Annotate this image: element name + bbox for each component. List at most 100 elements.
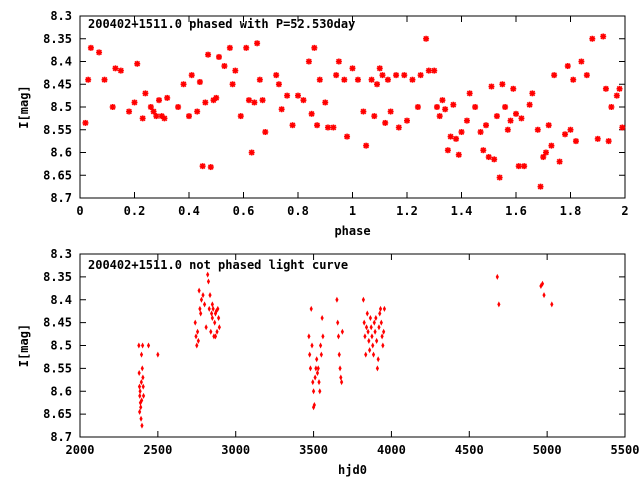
- data-point: [495, 273, 499, 280]
- data-point: [361, 296, 365, 303]
- data-point: [367, 337, 371, 344]
- data-point: [273, 72, 280, 79]
- y-tick-label: 8.4: [50, 293, 72, 307]
- data-point: [372, 319, 376, 326]
- data-point: [375, 337, 379, 344]
- data-point: [360, 108, 367, 115]
- data-point: [213, 319, 217, 326]
- data-point: [284, 92, 291, 99]
- data-point: [439, 97, 446, 104]
- data-point: [365, 310, 369, 317]
- data-point: [204, 324, 208, 331]
- data-point: [309, 305, 313, 312]
- data-point: [138, 392, 142, 399]
- data-point: [314, 122, 321, 129]
- data-point: [164, 94, 171, 101]
- data-point: [382, 119, 389, 126]
- data-point: [311, 379, 315, 386]
- unphased-plot-ticks: 2000 2500 3000 3500 4000 4500 5000 5500 8.3 8.35 8…: [43, 247, 639, 457]
- data-point: [87, 44, 94, 51]
- y-tick-label: 8.7: [50, 430, 72, 444]
- x-tick-label: 1.6: [505, 204, 527, 218]
- data-point: [335, 58, 342, 65]
- x-tick-label: 2: [621, 204, 628, 218]
- data-point: [515, 163, 522, 170]
- x-tick-label: 1.4: [451, 204, 473, 218]
- data-point: [616, 85, 623, 92]
- data-point: [608, 104, 615, 110]
- x-tick-label: 5000: [533, 443, 562, 457]
- x-tick-label: 0.2: [124, 204, 146, 218]
- data-point: [137, 383, 142, 390]
- data-point: [378, 305, 383, 312]
- data-point: [196, 337, 200, 344]
- data-point: [364, 351, 368, 358]
- data-point: [112, 65, 119, 72]
- data-point: [245, 97, 252, 104]
- data-point: [333, 72, 340, 79]
- data-point: [542, 149, 549, 156]
- data-point: [186, 113, 192, 120]
- data-point: [556, 158, 563, 165]
- data-point: [336, 319, 340, 326]
- data-point: [210, 301, 214, 308]
- unphased-light-curve-plot: 2000 2500 3000 3500 4000 4500 5000 5500 8.3 8.35 8…: [17, 247, 639, 477]
- data-point: [206, 278, 211, 285]
- y-tick-label: 8.35: [43, 32, 72, 46]
- data-point: [275, 81, 282, 88]
- data-point: [206, 271, 210, 278]
- unphased-plot-x-axis-label: hjd0: [338, 463, 367, 477]
- data-point: [197, 287, 201, 294]
- x-tick-label: 4500: [455, 443, 484, 457]
- data-point: [550, 301, 554, 308]
- y-tick-label: 8.6: [50, 384, 72, 398]
- data-point: [140, 365, 144, 372]
- data-point: [314, 365, 318, 372]
- data-point: [196, 78, 203, 85]
- data-point: [137, 369, 141, 376]
- data-point: [232, 67, 239, 74]
- data-point: [379, 72, 386, 79]
- data-point: [518, 115, 525, 122]
- data-point: [380, 333, 384, 340]
- data-point: [320, 315, 324, 322]
- data-point: [216, 305, 220, 312]
- data-point: [199, 296, 204, 303]
- data-point: [289, 122, 296, 129]
- data-point: [589, 35, 596, 42]
- data-point: [414, 104, 421, 110]
- data-point: [376, 65, 383, 72]
- data-point: [340, 328, 344, 335]
- data-point: [338, 365, 342, 372]
- y-tick-label: 8.5: [50, 100, 72, 114]
- data-point: [310, 342, 314, 349]
- data-point: [141, 383, 145, 390]
- data-point: [463, 117, 470, 124]
- data-point: [205, 51, 212, 58]
- data-point: [96, 49, 103, 56]
- data-point: [344, 133, 351, 140]
- data-point: [349, 65, 356, 72]
- data-point: [188, 72, 195, 79]
- data-point: [537, 183, 544, 190]
- data-point: [307, 333, 311, 340]
- data-point: [529, 90, 536, 97]
- data-point: [300, 97, 307, 104]
- x-tick-label: 0.8: [287, 204, 309, 218]
- data-point: [322, 99, 329, 106]
- data-point: [562, 131, 569, 138]
- data-point: [368, 315, 373, 322]
- data-point: [433, 104, 440, 110]
- data-point: [488, 83, 495, 90]
- phased-plot-y-axis-label: I[mag]: [17, 85, 31, 128]
- data-point: [217, 324, 221, 331]
- data-point: [330, 124, 337, 131]
- data-point: [140, 397, 144, 404]
- data-point: [564, 63, 571, 70]
- data-point: [480, 147, 487, 154]
- data-point: [393, 72, 400, 79]
- data-point: [254, 40, 261, 47]
- data-point: [455, 151, 462, 158]
- data-point: [256, 76, 263, 83]
